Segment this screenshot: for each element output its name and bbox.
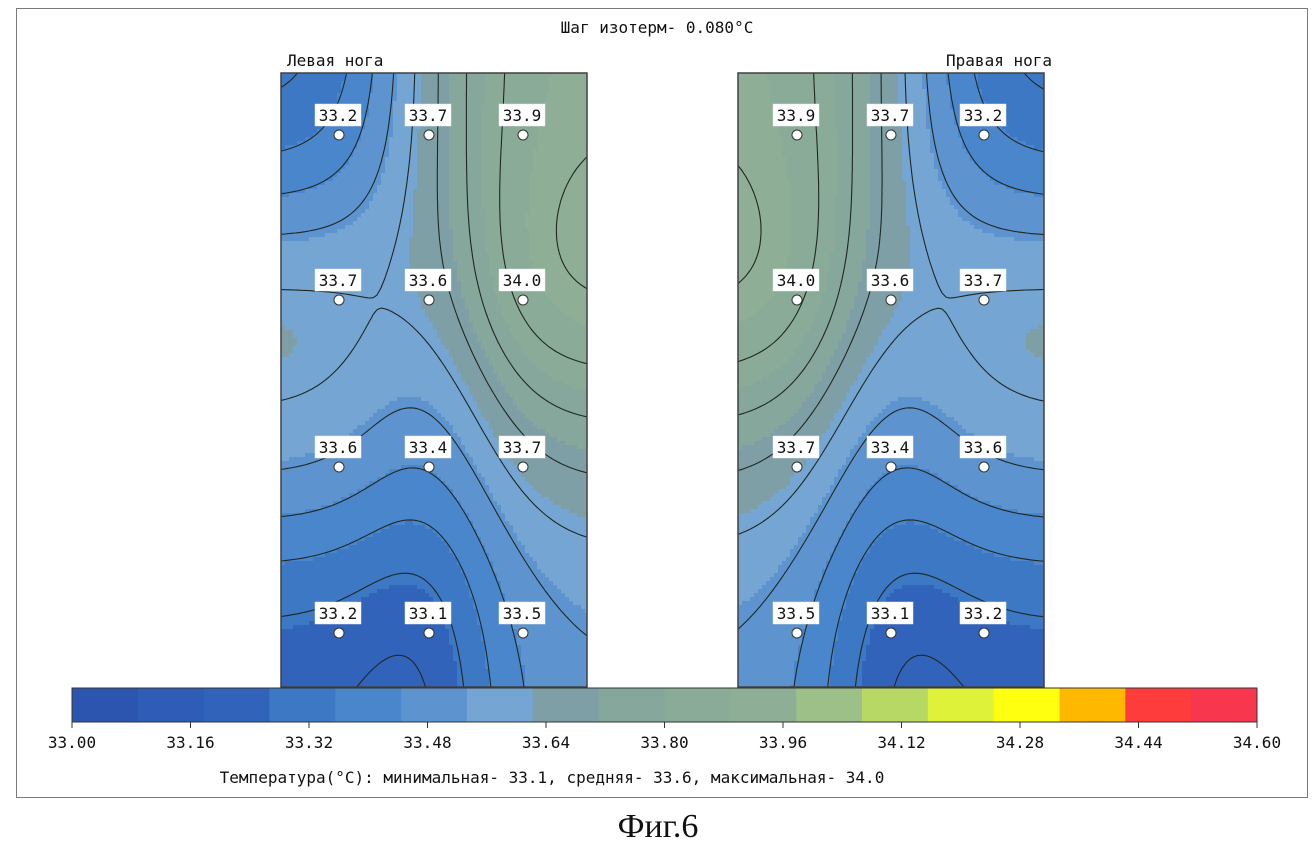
colorbar-tick-label: 33.32 [285,733,333,752]
sensor-marker [424,130,434,140]
sensor-value-label: 33.7 [319,271,358,290]
sensor-marker [792,462,802,472]
panel-title: Левая нога [287,51,383,70]
sensor-value-label: 33.9 [503,106,542,125]
sensor-value-label: 33.5 [503,604,542,623]
sensor-value-label: 33.7 [777,438,816,457]
colorbar-segment [1060,688,1126,722]
foot-panel-right: Правая нога 33.9 33.7 33.2 34.0 33.6 33.7 33.7 3… [738,51,1052,690]
sensor-marker [792,628,802,638]
sensor-value-label: 33.6 [964,438,1003,457]
temperature-fill [738,73,1047,690]
sensor-value-label: 33.9 [777,106,816,125]
sensor-value-label: 34.0 [503,271,542,290]
colorbar-segment [1125,688,1191,722]
colorbar-segment [467,688,533,722]
thermogram-chart: Шаг изотерм- 0.080°C Левая нога 33.2 33.7 3… [17,9,1307,797]
sensor-marker [886,130,896,140]
figure-frame: Шаг изотерм- 0.080°C Левая нога 33.2 33.7 3… [16,8,1308,798]
colorbar-segment [862,688,928,722]
colorbar: 33.00 33.16 33.32 33.48 33.64 33.80 33.96 34.12… [48,688,1281,752]
colorbar-tick-label: 33.64 [522,733,570,752]
colorbar-segment [599,688,665,722]
colorbar-segment [270,688,336,722]
colorbar-segment [335,688,401,722]
colorbar-tick-label: 34.44 [1114,733,1162,752]
sensor-marker [792,130,802,140]
colorbar-tick-label: 33.96 [759,733,807,752]
sensor-marker [334,130,344,140]
sensor-marker [334,462,344,472]
colorbar-segment [796,688,862,722]
sensor-value-label: 33.6 [871,271,910,290]
sensor-marker [424,295,434,305]
panel-title: Правая нога [946,51,1052,70]
temperature-summary: Температура(°С): минимальная- 33.1, сред… [220,768,885,787]
sensor-value-label: 33.2 [319,604,358,623]
colorbar-tick-label: 33.16 [166,733,214,752]
colorbar-segment [72,688,138,722]
sensor-value-label: 33.2 [319,106,358,125]
colorbar-tick-label: 33.80 [640,733,688,752]
colorbar-tick-label: 34.60 [1233,733,1281,752]
colorbar-tick-label: 34.12 [877,733,925,752]
sensor-value-label: 33.2 [964,604,1003,623]
colorbar-tick-label: 33.48 [403,733,451,752]
sensor-value-label: 33.7 [503,438,542,457]
sensor-value-label: 33.4 [871,438,910,457]
sensor-marker [979,130,989,140]
sensor-value-label: 33.1 [409,604,448,623]
colorbar-tick-label: 33.00 [48,733,96,752]
sensor-marker [424,628,434,638]
colorbar-segment [204,688,270,722]
sensor-marker [886,462,896,472]
sensor-value-label: 33.6 [319,438,358,457]
sensor-marker [518,130,528,140]
sensor-value-label: 33.6 [409,271,448,290]
sensor-marker [886,628,896,638]
sensor-marker [518,295,528,305]
sensor-marker [334,295,344,305]
chart-title: Шаг изотерм- 0.080°C [561,18,754,37]
colorbar-segment [730,688,796,722]
sensor-marker [518,462,528,472]
temperature-fill [281,73,590,690]
sensor-marker [334,628,344,638]
sensor-value-label: 33.1 [871,604,910,623]
sensor-marker [792,295,802,305]
sensor-value-label: 33.2 [964,106,1003,125]
colorbar-segment [994,688,1060,722]
colorbar-segment [533,688,599,722]
sensor-value-label: 33.7 [871,106,910,125]
sensor-marker [979,628,989,638]
colorbar-segment [401,688,467,722]
colorbar-segment [665,688,731,722]
sensor-value-label: 33.7 [964,271,1003,290]
sensor-value-label: 33.4 [409,438,448,457]
figure-caption: Фиг.6 [0,808,1316,846]
colorbar-segment [1191,688,1257,722]
sensor-marker [518,628,528,638]
colorbar-tick-label: 34.28 [996,733,1044,752]
sensor-marker [886,295,896,305]
colorbar-segment [138,688,204,722]
sensor-marker [979,295,989,305]
colorbar-segment [928,688,994,722]
sensor-value-label: 34.0 [777,271,816,290]
sensor-value-label: 33.5 [777,604,816,623]
foot-panel-left: Левая нога 33.2 33.7 33.9 33.7 33.6 34.0 33.6 33… [281,51,590,690]
sensor-marker [424,462,434,472]
sensor-marker [979,462,989,472]
sensor-value-label: 33.7 [409,106,448,125]
